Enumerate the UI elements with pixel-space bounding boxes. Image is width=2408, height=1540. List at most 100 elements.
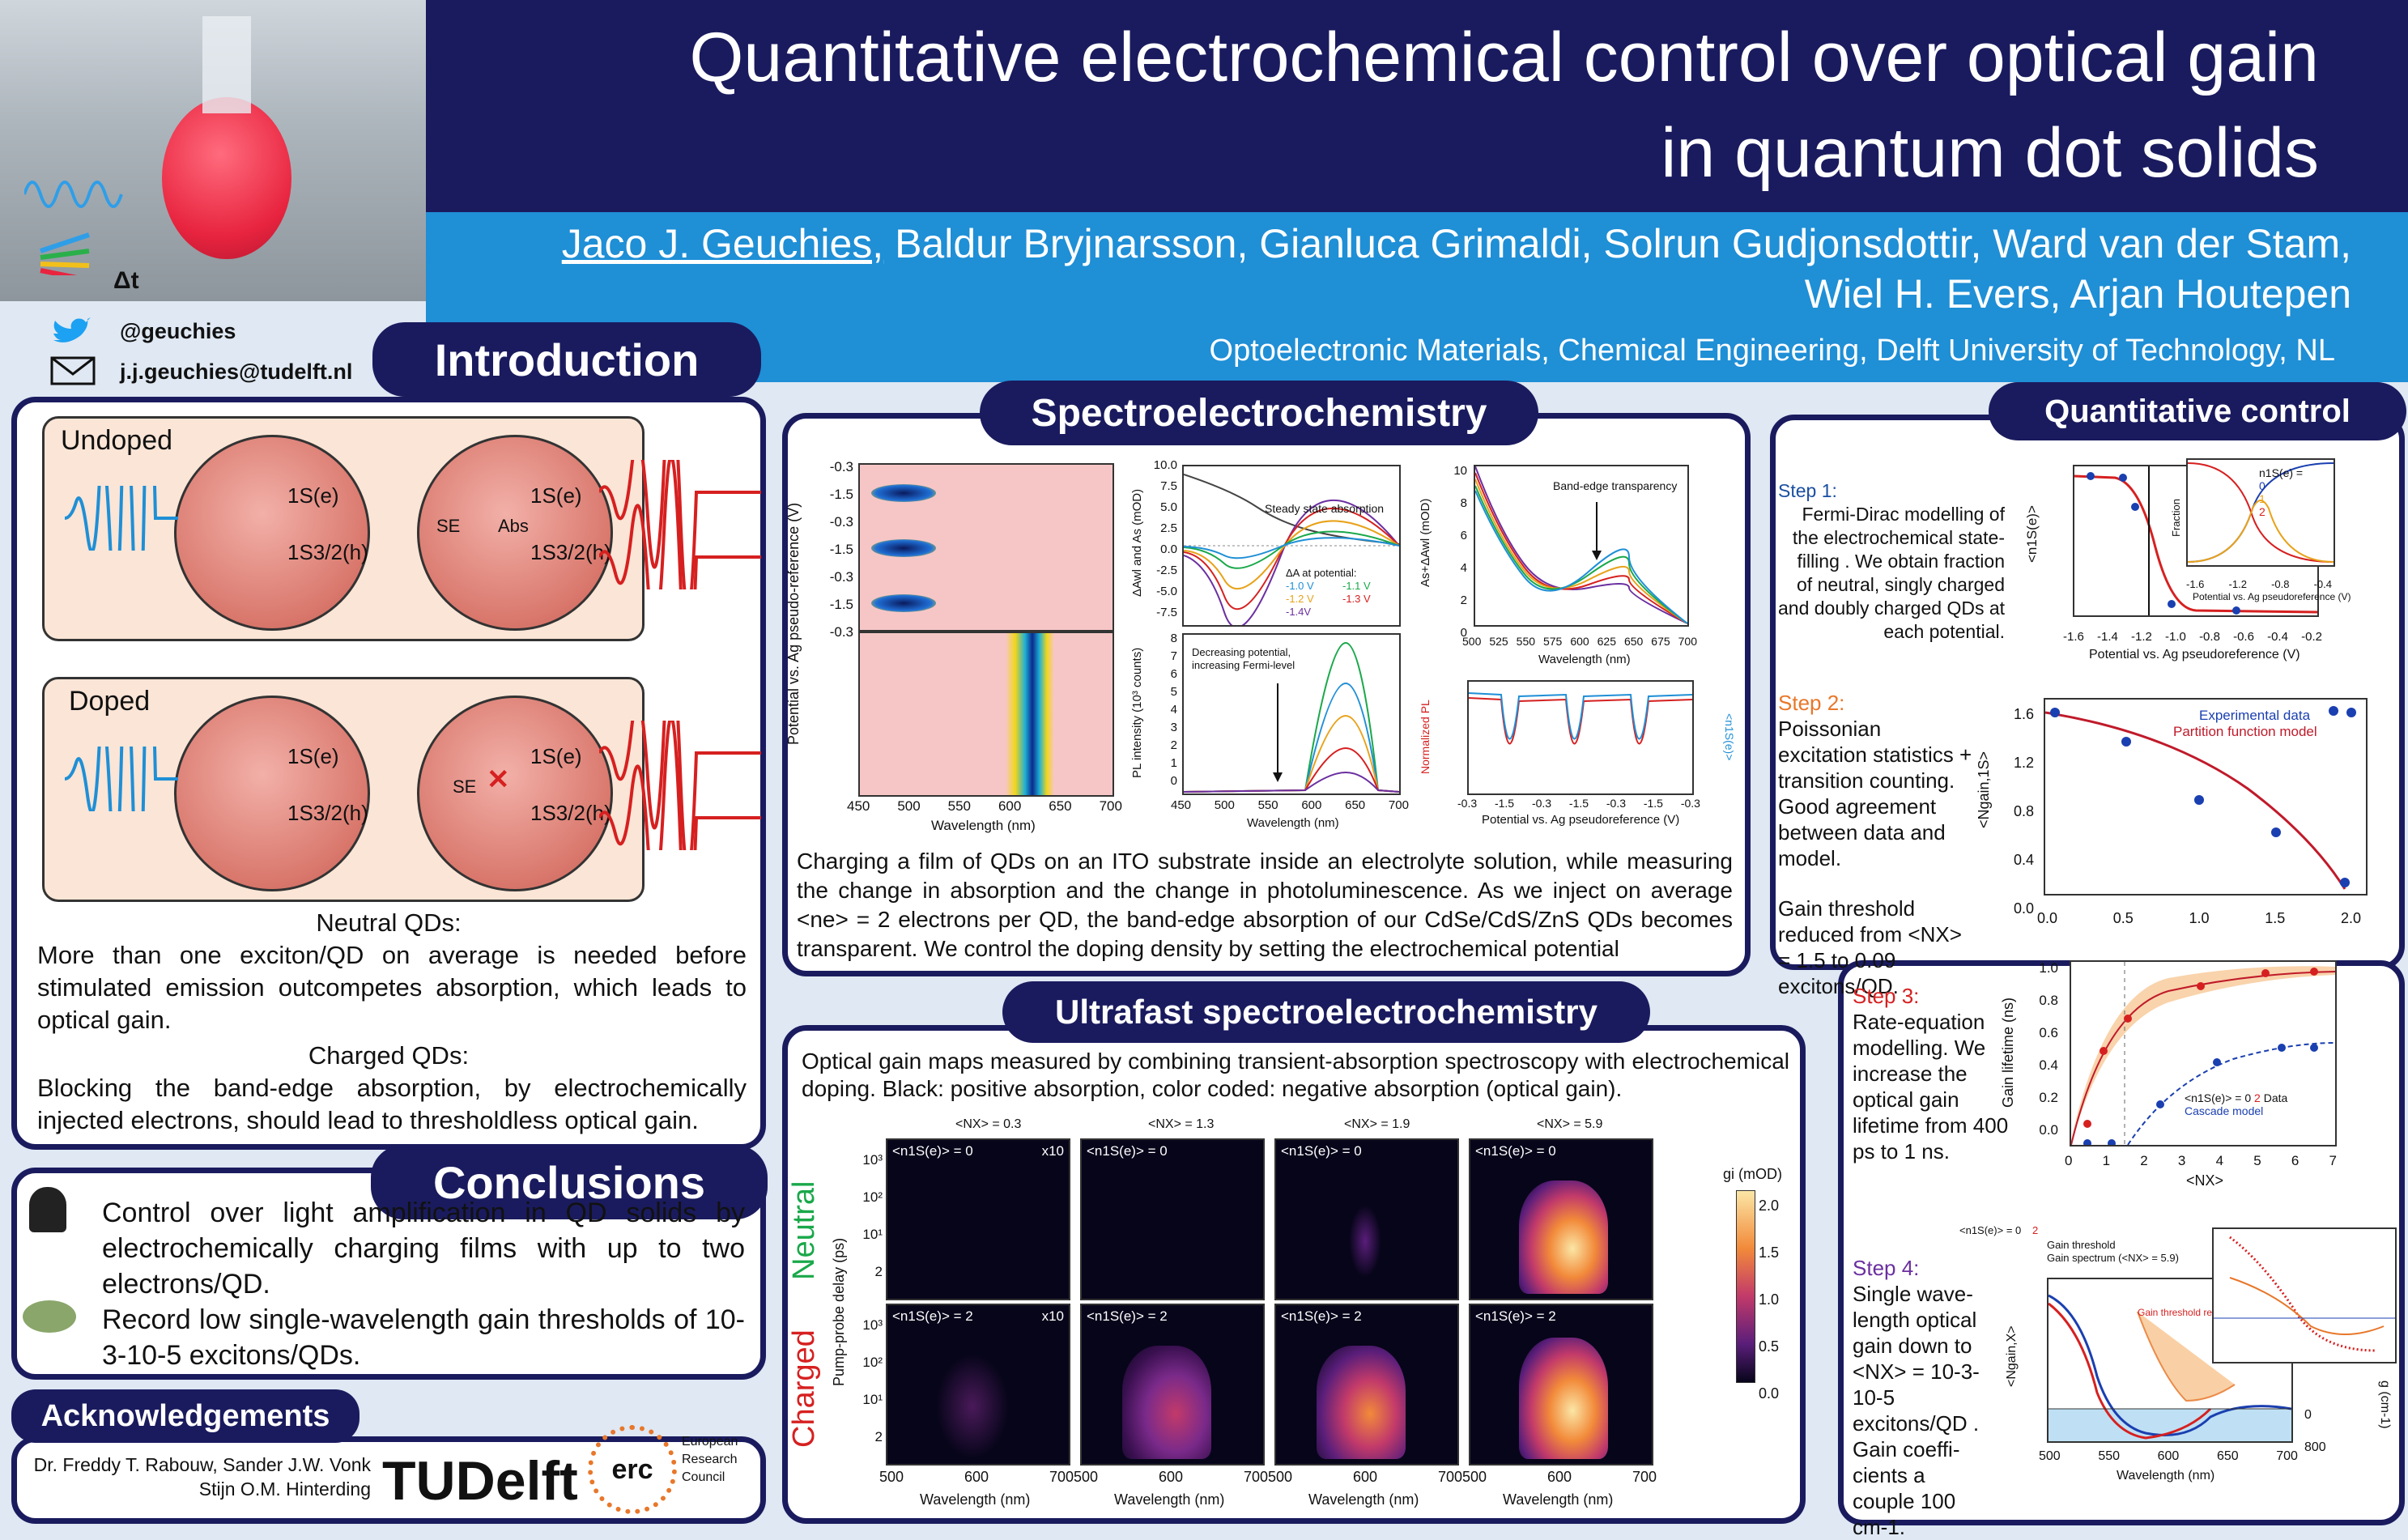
partition-xticks: 0.0 0.5 1.0 1.5 2.0	[2037, 910, 2361, 926]
charged-text: Blocking the band-edge absorption, by el…	[37, 1074, 747, 1134]
band-edge-xticks: 500 525 550 575 600 625 650 675 700	[1462, 635, 1697, 648]
introduction-heading: Introduction	[372, 322, 761, 397]
absorption-blob-2	[871, 539, 936, 557]
email-icon[interactable]	[50, 356, 96, 385]
threshold-inset-plot	[2212, 1227, 2397, 1363]
normalized-pl-ylabel: Normalized PL	[1419, 700, 1432, 774]
delta-absorption-plot: Steady state absorption ΔA at potential:…	[1182, 465, 1401, 628]
erc-logo-text: erc	[611, 1453, 653, 1485]
doped-level-1sh-2: 1S3/2(h)	[530, 801, 611, 825]
n1se-ylabel: <n1S(e)>	[1723, 713, 1736, 761]
step-4: Step 4: Single wave-length optical gain …	[1853, 1256, 1980, 1539]
email-address[interactable]: j.j.geuchies@tudelft.nl	[120, 359, 353, 384]
conclusion-2: Record low single-wavelength gain thresh…	[102, 1304, 745, 1371]
yoda-icon	[23, 1300, 76, 1333]
blue-pulse-icon-2	[65, 747, 178, 811]
threshold-legend-3: Gain threshold	[2047, 1239, 2116, 1251]
pl-vs-potential-plot	[1467, 680, 1694, 795]
gain-map-charged-2: <n1S(e)> = 2	[1080, 1304, 1265, 1466]
spectro-caption: Charging a film of QDs on an ITO substra…	[797, 849, 1733, 961]
doped-level-1se: 1S(e)	[287, 744, 339, 768]
colorbar	[1736, 1190, 1755, 1383]
fermi-ylabel: <n1S(e)>	[2024, 505, 2040, 564]
fraction-xticks: -1.6 -1.2 -0.8 -0.4	[2186, 578, 2332, 590]
spectro-heading: Spectroelectrochemistry	[980, 381, 1538, 445]
doped-se-label: SE	[453, 776, 477, 797]
absorption-map	[858, 463, 1114, 632]
vader-icon	[29, 1187, 66, 1232]
lifetime-legend: <n1S(e)> = 0 2 Data Cascade model	[2185, 1091, 2288, 1117]
ultrafast-xticks-1: 500 600 700	[879, 1469, 1074, 1485]
legend-1.0: -1.0 V	[1286, 580, 1314, 592]
map-gain-spot	[1317, 1346, 1406, 1459]
map-n-label: <n1S(e)> = 2	[1087, 1308, 1168, 1324]
level-1sh-2: 1S3/2(h)	[530, 540, 611, 564]
qd-circle-doped-2	[417, 696, 613, 891]
col-label-2: <NX> = 1.3	[1148, 1117, 1215, 1131]
level-1sh: 1S3/2(h)	[287, 540, 368, 564]
band-edge-xlabel: Wavelength (nm)	[1538, 653, 1631, 666]
map-gain-spot	[1519, 1181, 1608, 1294]
flask-neck	[202, 16, 251, 113]
gain-lifetime-plot: <n1S(e)> = 0 2 Data Cascade model	[2070, 960, 2337, 1147]
quantitative-heading: Quantitative control	[1989, 382, 2406, 440]
pl-xlabel: Wavelength (nm)	[1247, 816, 1339, 830]
map-n-label: <n1S(e)> = 0	[1475, 1143, 1556, 1159]
spectro-left-xlabel: Wavelength (nm)	[931, 818, 1036, 833]
se-label: SE	[436, 516, 461, 536]
map-gain-spot	[1122, 1346, 1211, 1459]
step-1: Step 1: Fermi-Dirac modelling of the ele…	[1778, 480, 2006, 642]
twitter-handle[interactable]: @geuchies	[120, 319, 236, 343]
gain-map-neutral-2: <n1S(e)> = 0	[1080, 1138, 1265, 1300]
gain-coeff-ylabel: g (cm-1)	[2378, 1380, 2392, 1429]
ultrafast-heading: Ultrafast spectroelectrochemistry	[1002, 981, 1650, 1043]
absorption-blob-3	[871, 594, 936, 612]
fermi-xlabel: Potential vs. Ag pseudoreference (V)	[2089, 648, 2300, 662]
title-banner: Quantitative electrochemical control ove…	[426, 0, 2408, 212]
neutral-heading: Neutral QDs:	[316, 908, 462, 937]
doped-label: Doped	[69, 686, 151, 717]
step-3: Step 3: Rate-equation modelling. We incr…	[1853, 984, 2009, 1164]
ultrafast-yticks-top: 10³ 10² 10¹ 2	[862, 1152, 883, 1279]
fraction-legend: n1S(e) = 0 1 2	[2259, 466, 2304, 518]
spectro-left-xticks: 450 500 550 600 650 700	[847, 798, 1122, 814]
fraction-ylabel: Fraction	[2170, 499, 2182, 538]
doped-level-1sh: 1S3/2(h)	[287, 801, 368, 825]
pl-intensity-plot: Decreasing potential, increasing Fermi-l…	[1182, 633, 1401, 795]
pl-map	[858, 632, 1114, 797]
erc-text: European Research Council	[682, 1435, 738, 1484]
setup-photo: Δt	[0, 0, 426, 301]
colorbar-ticks: 2.0 1.5 1.0 0.5 0.0	[1759, 1198, 1780, 1402]
pl-potential-xticks: -0.3 -1.5 -0.3 -1.5 -0.3 -1.5 -0.3	[1457, 797, 1700, 810]
level-1se: 1S(e)	[287, 483, 339, 508]
col-label-1: <NX> = 0.3	[955, 1117, 1022, 1131]
co-authors-line2: Wiel H. Evers, Arjan Houtepen	[1804, 271, 2351, 317]
fraction-inset-plot	[2186, 458, 2335, 567]
map-gain-spot	[936, 1354, 1009, 1459]
fermi-dirac-curve	[2074, 466, 2318, 615]
pl-xticks: 450 500 550 600 650 700	[1171, 798, 1409, 812]
threshold-legend-1: <n1S(e)> = 0	[1959, 1224, 2022, 1236]
twitter-icon[interactable]	[50, 316, 92, 348]
threshold-ylabel: <Ngain,X>	[2005, 1325, 2019, 1387]
first-author: Jaco J. Geuchies,	[561, 221, 884, 266]
ultrafast-xlabel-4: Wavelength (nm)	[1503, 1491, 1614, 1508]
ultrafast-xlabel-3: Wavelength (nm)	[1308, 1491, 1419, 1508]
pl-vs-potential-curves	[1468, 692, 1693, 745]
map-n-label: <n1S(e)> = 0	[1087, 1143, 1168, 1159]
qd-circle-undoped-1	[174, 435, 370, 631]
legend-1.3: -1.3 V	[1342, 593, 1371, 605]
absorption-blob-1	[871, 484, 936, 502]
threshold-xticks: 500 550 600 650 700	[2039, 1449, 2298, 1463]
qd-circle-doped-1	[174, 696, 370, 891]
conclusions-heading: Conclusions	[371, 1145, 768, 1219]
ack-line-2: Stijn O.M. Hinterding	[198, 1478, 371, 1500]
partition-ylabel: <Ngain,1S>	[1976, 751, 1992, 828]
fraction-xlabel: Potential vs. Ag pseudoreference (V)	[2193, 591, 2351, 602]
step-2: Step 2: Poissonian excitation statistics…	[1778, 691, 1972, 998]
gain-lifetime-curves	[2070, 962, 2336, 1147]
ultrafast-xlabel-1: Wavelength (nm)	[920, 1491, 1031, 1508]
spectro-left-yticks: -0.3 -1.5 -0.3 -1.5 -0.3 -1.5 -0.3	[829, 459, 853, 640]
qd-circle-undoped-2	[417, 435, 613, 631]
col-label-4: <NX> = 5.9	[1537, 1117, 1603, 1131]
